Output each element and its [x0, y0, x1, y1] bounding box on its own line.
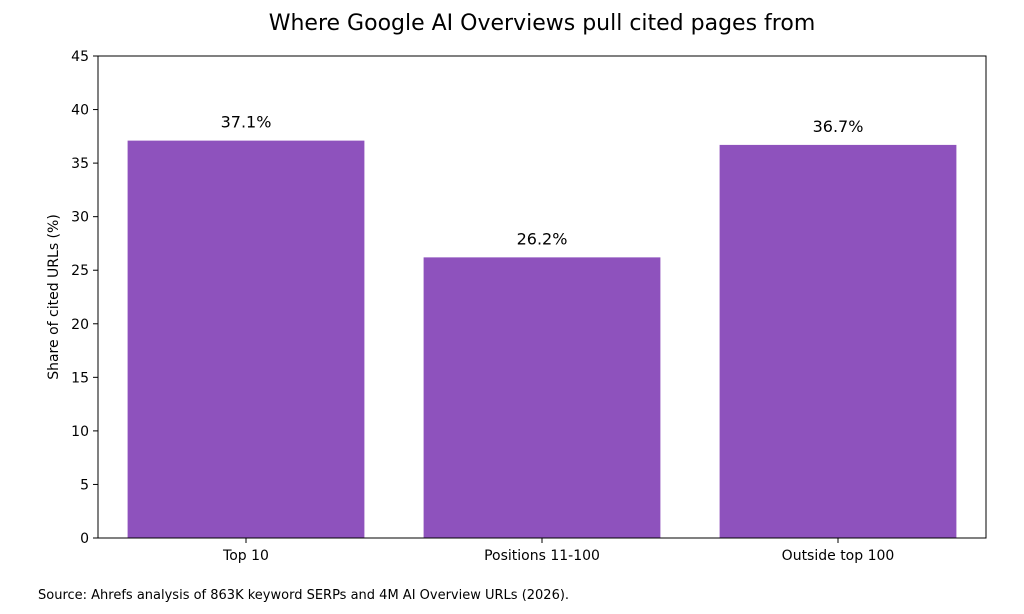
x-tick-label: Top 10 [222, 548, 269, 564]
y-axis-label: Share of cited URLs (%) [46, 214, 62, 380]
chart-title: Where Google AI Overviews pull cited pag… [269, 11, 816, 36]
y-tick-label: 40 [71, 103, 89, 119]
y-tick-label: 45 [71, 49, 89, 65]
source-note: Source: Ahrefs analysis of 863K keyword … [38, 588, 569, 603]
y-tick-label: 20 [71, 317, 89, 333]
x-tick-label: Outside top 100 [782, 548, 895, 564]
data-label: 37.1% [221, 113, 272, 132]
bar [127, 140, 365, 538]
bar [719, 144, 957, 538]
y-tick-label: 25 [71, 263, 89, 279]
data-label: 26.2% [517, 229, 568, 248]
y-tick-label: 15 [71, 370, 89, 386]
axes-frame [97, 55, 987, 539]
y-tick-label: 10 [71, 424, 89, 440]
y-tick-label: 30 [71, 210, 89, 226]
x-tick-label: Positions 11-100 [484, 548, 600, 564]
y-tick-label: 35 [71, 156, 89, 172]
y-tick-label: 0 [80, 531, 89, 547]
y-tick-label: 5 [80, 477, 89, 493]
bar [423, 257, 661, 538]
data-label: 36.7% [813, 117, 864, 136]
